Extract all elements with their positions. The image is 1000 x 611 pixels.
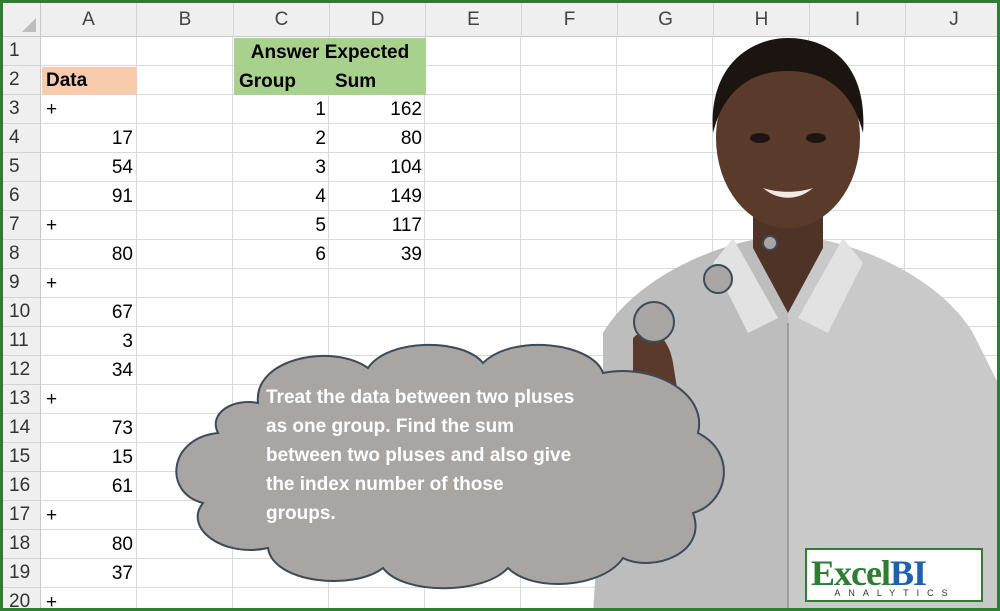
cell-d8[interactable]: 39 bbox=[400, 243, 422, 265]
cell-a10[interactable]: 67 bbox=[111, 301, 133, 323]
row-header-18[interactable]: 18 bbox=[3, 530, 41, 559]
cell-d5[interactable]: 104 bbox=[390, 156, 422, 178]
column-header-d[interactable]: D bbox=[330, 3, 426, 37]
cell-a8[interactable]: 80 bbox=[111, 243, 133, 265]
thought-dot-large bbox=[633, 301, 675, 343]
row-header-7[interactable]: 7 bbox=[3, 211, 41, 240]
logo-subtitle: ANALYTICS bbox=[834, 588, 956, 598]
row-header-15[interactable]: 15 bbox=[3, 443, 41, 472]
row-header-8[interactable]: 8 bbox=[3, 240, 41, 269]
logo-wordmark: ExcelBI bbox=[811, 553, 927, 593]
cell-c4[interactable]: 2 bbox=[315, 127, 326, 149]
thought-bubble-text: Treat the data between two pluses as one… bbox=[266, 387, 575, 524]
column-header-j[interactable]: J bbox=[906, 3, 997, 37]
row-header-9[interactable]: 9 bbox=[3, 269, 41, 298]
cell-a16[interactable]: 61 bbox=[111, 475, 133, 497]
row-header-20[interactable]: 20 bbox=[3, 588, 41, 608]
cell-d4[interactable]: 80 bbox=[400, 127, 422, 149]
column-header-i[interactable]: I bbox=[810, 3, 906, 37]
cell-a2-data-header[interactable]: Data bbox=[42, 67, 137, 95]
row-header-11[interactable]: 11 bbox=[3, 327, 41, 356]
answer-block-fill bbox=[234, 38, 426, 95]
cell-d6[interactable]: 149 bbox=[390, 185, 422, 207]
cell-a5[interactable]: 54 bbox=[111, 156, 133, 178]
woman-photo bbox=[593, 38, 997, 608]
cell-a13[interactable]: + bbox=[46, 388, 58, 410]
select-all-corner[interactable] bbox=[3, 3, 41, 37]
thought-bubble-cloud bbox=[175, 343, 725, 590]
column-header-g[interactable]: G bbox=[618, 3, 714, 37]
cell-a12[interactable]: 34 bbox=[111, 359, 133, 381]
cell-a19[interactable]: 37 bbox=[111, 562, 133, 584]
cell-c8[interactable]: 6 bbox=[315, 243, 326, 265]
cell-a7[interactable]: + bbox=[46, 214, 58, 236]
row-header-2[interactable]: 2 bbox=[3, 66, 41, 95]
row-header-4[interactable]: 4 bbox=[3, 124, 41, 153]
cell-a14[interactable]: 73 bbox=[111, 417, 133, 439]
excel-bi-logo: ExcelBI ANALYTICS bbox=[805, 548, 983, 602]
cell-a18[interactable]: 80 bbox=[111, 533, 133, 555]
cell-a4[interactable]: 17 bbox=[111, 127, 133, 149]
cell-a15[interactable]: 15 bbox=[111, 446, 133, 468]
column-header-a[interactable]: A bbox=[41, 3, 137, 37]
row-header-13[interactable]: 13 bbox=[3, 385, 41, 414]
cell-c5[interactable]: 3 bbox=[315, 156, 326, 178]
row-header-3[interactable]: 3 bbox=[3, 95, 41, 124]
cell-a3[interactable]: + bbox=[46, 98, 58, 120]
cell-d3[interactable]: 162 bbox=[390, 98, 422, 120]
sum-header[interactable]: Sum bbox=[335, 70, 377, 92]
thought-dot-small bbox=[762, 235, 778, 251]
cell-c6[interactable]: 4 bbox=[315, 185, 326, 207]
row-header-1[interactable]: 1 bbox=[3, 37, 41, 66]
thought-dot-medium bbox=[703, 264, 733, 294]
cell-c3[interactable]: 1 bbox=[315, 98, 326, 120]
cell-a11[interactable]: 3 bbox=[122, 330, 133, 352]
row-header-12[interactable]: 12 bbox=[3, 356, 41, 385]
row-header-5[interactable]: 5 bbox=[3, 153, 41, 182]
row-header-17[interactable]: 17 bbox=[3, 501, 41, 530]
answer-expected-title[interactable]: Answer Expected bbox=[250, 41, 410, 63]
cell-c7[interactable]: 5 bbox=[315, 214, 326, 236]
cell-a9[interactable]: + bbox=[46, 272, 58, 294]
cell-d7[interactable]: 117 bbox=[391, 214, 422, 236]
cell-a17[interactable]: + bbox=[46, 504, 58, 526]
column-header-f[interactable]: F bbox=[522, 3, 618, 37]
column-header-c[interactable]: C bbox=[234, 3, 330, 37]
cell-a6[interactable]: 91 bbox=[111, 185, 133, 207]
column-header-h[interactable]: H bbox=[714, 3, 810, 37]
row-header-19[interactable]: 19 bbox=[3, 559, 41, 588]
row-header-14[interactable]: 14 bbox=[3, 414, 41, 443]
column-header-e[interactable]: E bbox=[426, 3, 522, 37]
column-header-b[interactable]: B bbox=[137, 3, 234, 37]
row-header-6[interactable]: 6 bbox=[3, 182, 41, 211]
row-header-10[interactable]: 10 bbox=[3, 298, 41, 327]
group-header[interactable]: Group bbox=[239, 70, 296, 92]
cell-a20[interactable]: + bbox=[46, 591, 58, 611]
row-header-16[interactable]: 16 bbox=[3, 472, 41, 501]
